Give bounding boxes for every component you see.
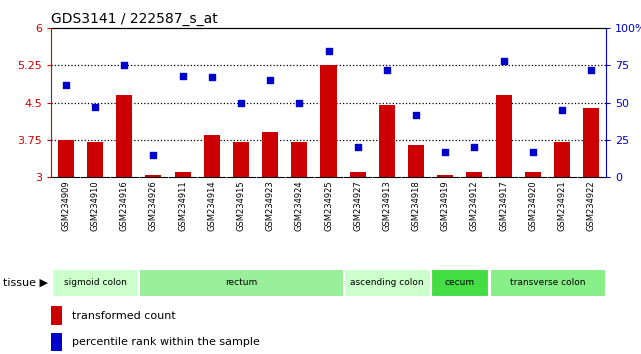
Text: GSM234927: GSM234927 — [353, 181, 362, 231]
Bar — [467, 172, 483, 177]
Text: GSM234917: GSM234917 — [499, 181, 508, 231]
Bar — [379, 105, 395, 177]
Point — [353, 144, 363, 150]
Text: GSM234909: GSM234909 — [62, 181, 71, 231]
Text: GSM234924: GSM234924 — [295, 181, 304, 231]
Bar — [262, 132, 278, 177]
Point — [499, 58, 509, 64]
Point — [528, 149, 538, 155]
Point — [206, 75, 217, 80]
Point — [148, 152, 158, 158]
Text: GDS3141 / 222587_s_at: GDS3141 / 222587_s_at — [51, 12, 218, 26]
Text: sigmoid colon: sigmoid colon — [63, 278, 126, 287]
Point — [178, 73, 188, 79]
Text: GSM234918: GSM234918 — [412, 181, 420, 231]
Bar — [495, 95, 512, 177]
Text: GSM234922: GSM234922 — [587, 181, 595, 231]
Text: GSM234925: GSM234925 — [324, 181, 333, 231]
Bar — [51, 333, 62, 351]
Text: GSM234910: GSM234910 — [90, 181, 99, 231]
Bar — [437, 175, 453, 177]
Bar — [525, 172, 541, 177]
Bar — [233, 142, 249, 177]
Bar — [291, 142, 307, 177]
Text: GSM234926: GSM234926 — [149, 181, 158, 231]
Point — [411, 112, 421, 118]
Point — [557, 107, 567, 113]
Point — [119, 63, 129, 68]
Bar — [350, 172, 366, 177]
Bar — [408, 145, 424, 177]
Bar — [490, 269, 605, 296]
Text: transverse colon: transverse colon — [510, 278, 585, 287]
Text: GSM234923: GSM234923 — [265, 181, 274, 231]
Text: GSM234914: GSM234914 — [207, 181, 216, 231]
Text: transformed count: transformed count — [72, 311, 176, 321]
Bar — [174, 172, 190, 177]
Text: percentile rank within the sample: percentile rank within the sample — [72, 337, 260, 347]
Bar — [51, 306, 62, 325]
Bar — [146, 175, 162, 177]
Bar — [320, 65, 337, 177]
Point — [294, 100, 304, 105]
Point — [440, 149, 451, 155]
Text: GSM234920: GSM234920 — [528, 181, 537, 231]
Point — [265, 78, 275, 83]
Point — [90, 104, 100, 110]
Text: GSM234915: GSM234915 — [237, 181, 246, 231]
Point — [61, 82, 71, 88]
Text: rectum: rectum — [225, 278, 257, 287]
Text: ascending colon: ascending colon — [350, 278, 424, 287]
Bar — [431, 269, 488, 296]
Point — [469, 144, 479, 150]
Point — [236, 100, 246, 105]
Text: GSM234913: GSM234913 — [383, 181, 392, 231]
Text: tissue ▶: tissue ▶ — [3, 277, 48, 287]
Text: cecum: cecum — [445, 278, 475, 287]
Bar — [583, 108, 599, 177]
Bar — [58, 140, 74, 177]
Text: GSM234912: GSM234912 — [470, 181, 479, 231]
Bar — [139, 269, 342, 296]
Text: GSM234911: GSM234911 — [178, 181, 187, 231]
Bar — [554, 142, 570, 177]
Text: GSM234916: GSM234916 — [120, 181, 129, 231]
Point — [586, 67, 596, 73]
Point — [382, 67, 392, 73]
Bar — [87, 142, 103, 177]
Bar — [116, 95, 132, 177]
Bar — [52, 269, 138, 296]
Bar — [204, 135, 220, 177]
Text: GSM234921: GSM234921 — [558, 181, 567, 231]
Text: GSM234919: GSM234919 — [441, 181, 450, 231]
Bar — [344, 269, 430, 296]
Point — [324, 48, 334, 53]
